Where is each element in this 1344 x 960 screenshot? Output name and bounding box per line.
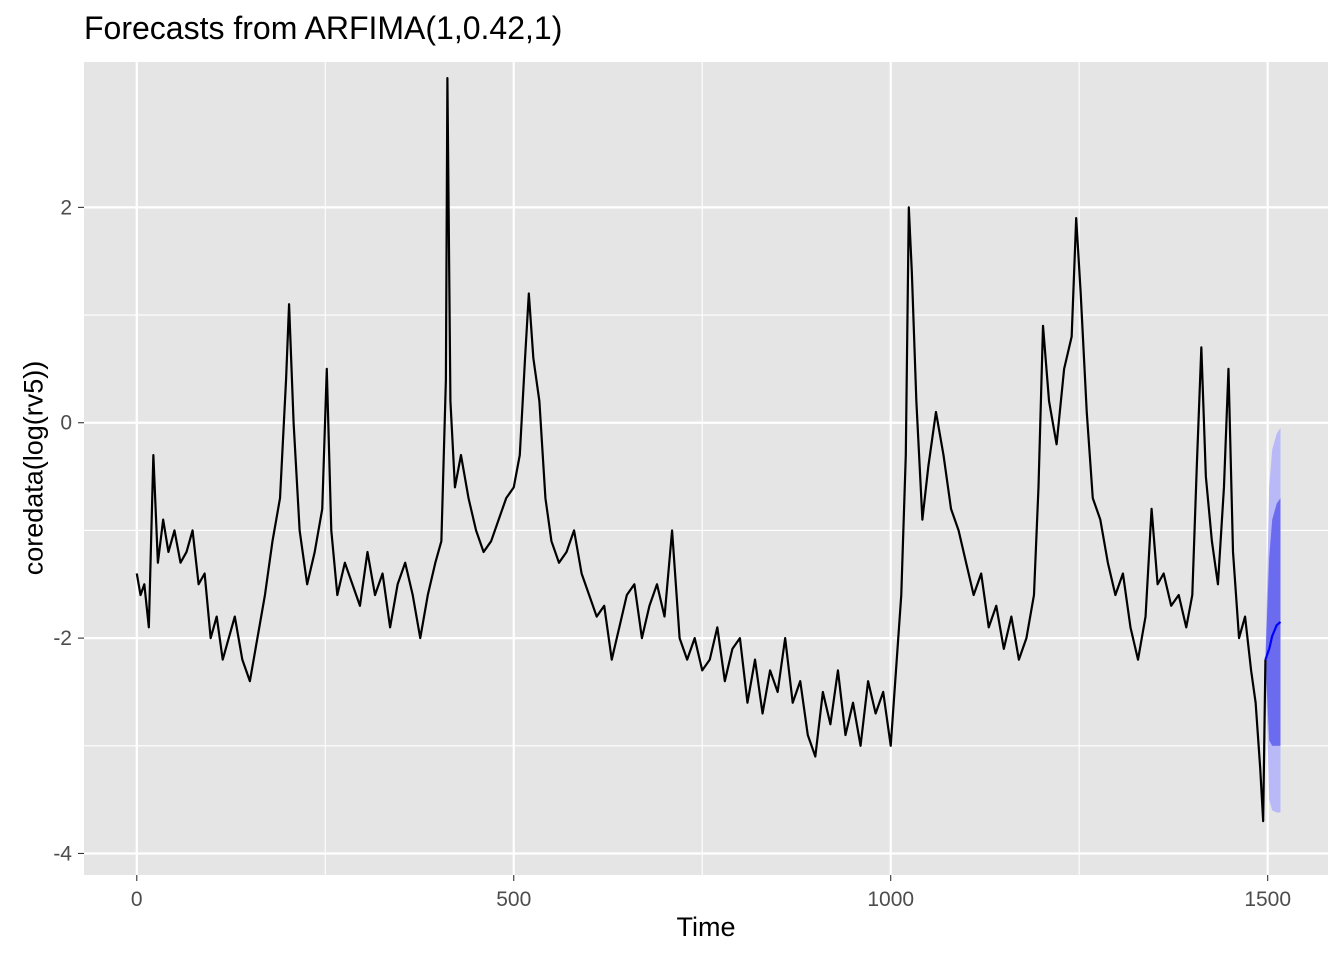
forecast-80-interval — [1265, 498, 1281, 746]
prediction-intervals — [1265, 428, 1281, 813]
x-tick-label: 1500 — [1244, 888, 1291, 911]
x-tick-label: 1000 — [867, 888, 914, 911]
chart-title: Forecasts from ARFIMA(1,0.42,1) — [84, 10, 563, 46]
data-series — [135, 77, 1282, 823]
y-axis-label: coredata(log(rv5)) — [18, 360, 49, 576]
x-axis-label: Time — [676, 912, 736, 942]
x-tick-label: 500 — [496, 888, 531, 911]
plot-panel — [84, 62, 1328, 875]
forecast-mean-line — [1264, 621, 1282, 660]
y-tick-label: 2 — [60, 196, 72, 219]
series-line-log-rv5 — [135, 77, 1267, 823]
x-tick-label: 0 — [131, 888, 143, 911]
y-tick-label: -4 — [53, 842, 72, 865]
axes: 0 500 1000 1500 -4 -2 0 2 — [53, 196, 1291, 911]
y-tick-label: -2 — [53, 627, 72, 650]
minor-grid — [84, 62, 1328, 875]
y-tick-label: 0 — [60, 412, 72, 435]
